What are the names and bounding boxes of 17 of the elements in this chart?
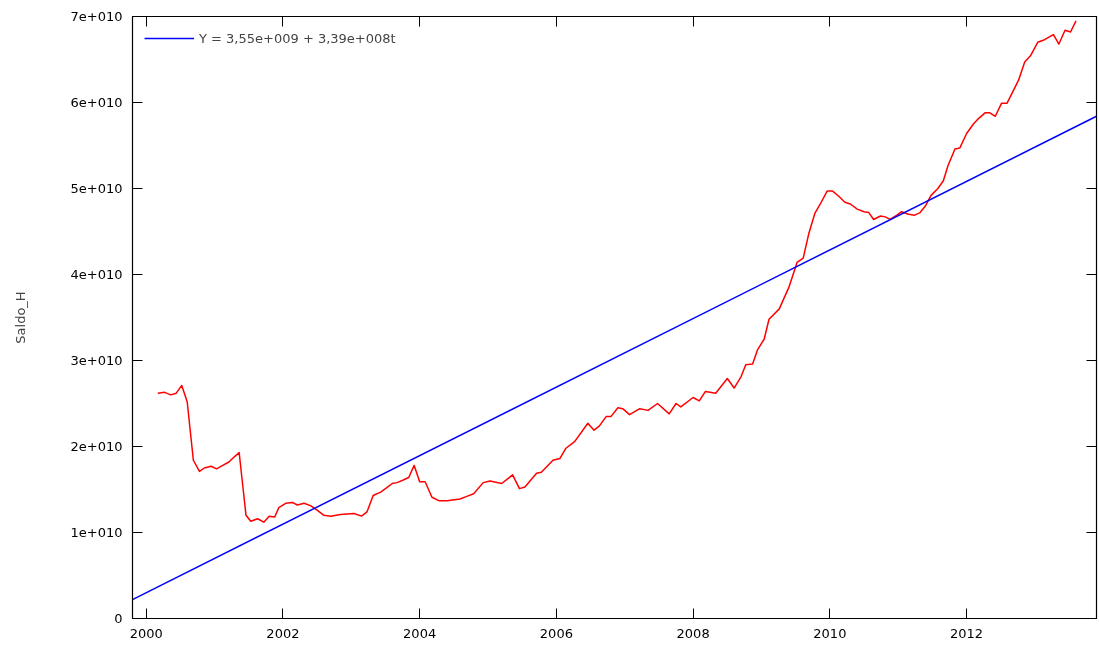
- y-tick-label: 7e+010: [70, 9, 123, 24]
- x-tick-label: 2000: [129, 625, 163, 641]
- y-axis-title: Saldo_H: [12, 291, 28, 344]
- x-tick-label: 2002: [266, 625, 300, 641]
- y-tick-label: 6e+010: [70, 95, 123, 110]
- x-tick-label: 2012: [950, 625, 984, 641]
- x-tick-label: 2004: [403, 625, 437, 641]
- legend-label: Y = 3,55e+009 + 3,39e+008t: [199, 30, 396, 46]
- y-tick-label: 2e+010: [70, 439, 123, 454]
- x-tick-label: 2006: [539, 625, 573, 641]
- y-tick-label: 1e+010: [70, 525, 123, 540]
- y-tick-label: 0: [114, 611, 123, 626]
- x-tick-label: 2008: [676, 625, 710, 641]
- y-tick-label: 3e+010: [70, 353, 123, 368]
- x-tick-label: 2010: [813, 625, 847, 641]
- y-tick-label: 4e+010: [70, 267, 123, 282]
- y-tick-label: 5e+010: [70, 181, 123, 196]
